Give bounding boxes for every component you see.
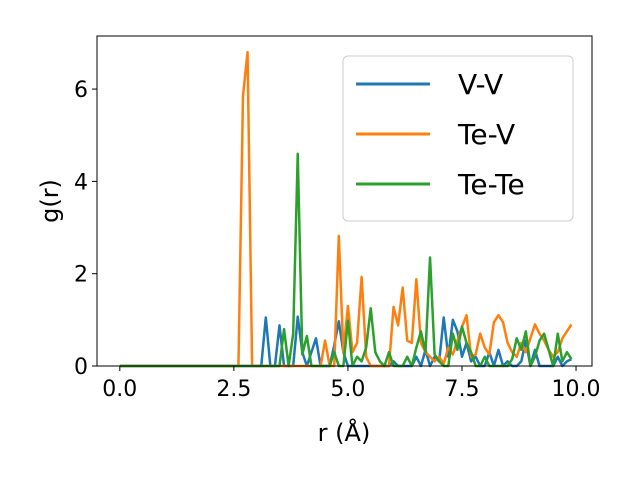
x-tick-label: 0.0 (102, 377, 137, 402)
plot-frame (96, 35, 593, 367)
y-tick-label: 4 (74, 170, 88, 195)
x-tick-label: 7.5 (444, 377, 479, 402)
legend-label-te-te: Te-Te (457, 168, 525, 201)
y-tick-label: 6 (74, 78, 88, 103)
y-axis-label: g(r) (36, 179, 64, 223)
legend-label-v-v: V-V (458, 68, 503, 101)
y-tick-label: 2 (74, 263, 88, 288)
x-tick-label: 5.0 (330, 377, 365, 402)
x-tick-label: 10.0 (552, 377, 601, 402)
y-axis-ticks: 0 2 4 6 (74, 78, 97, 380)
legend-box (342, 55, 574, 222)
legend-label-te-v: Te-V (457, 118, 515, 151)
x-axis-ticks: 0.0 2.5 5.0 7.5 10.0 (102, 366, 601, 402)
y-tick-label: 0 (74, 355, 88, 380)
legend: V-V Te-V Te-Te (342, 55, 574, 222)
x-tick-label: 2.5 (216, 377, 251, 402)
x-axis-label: r (Å) (318, 418, 371, 447)
